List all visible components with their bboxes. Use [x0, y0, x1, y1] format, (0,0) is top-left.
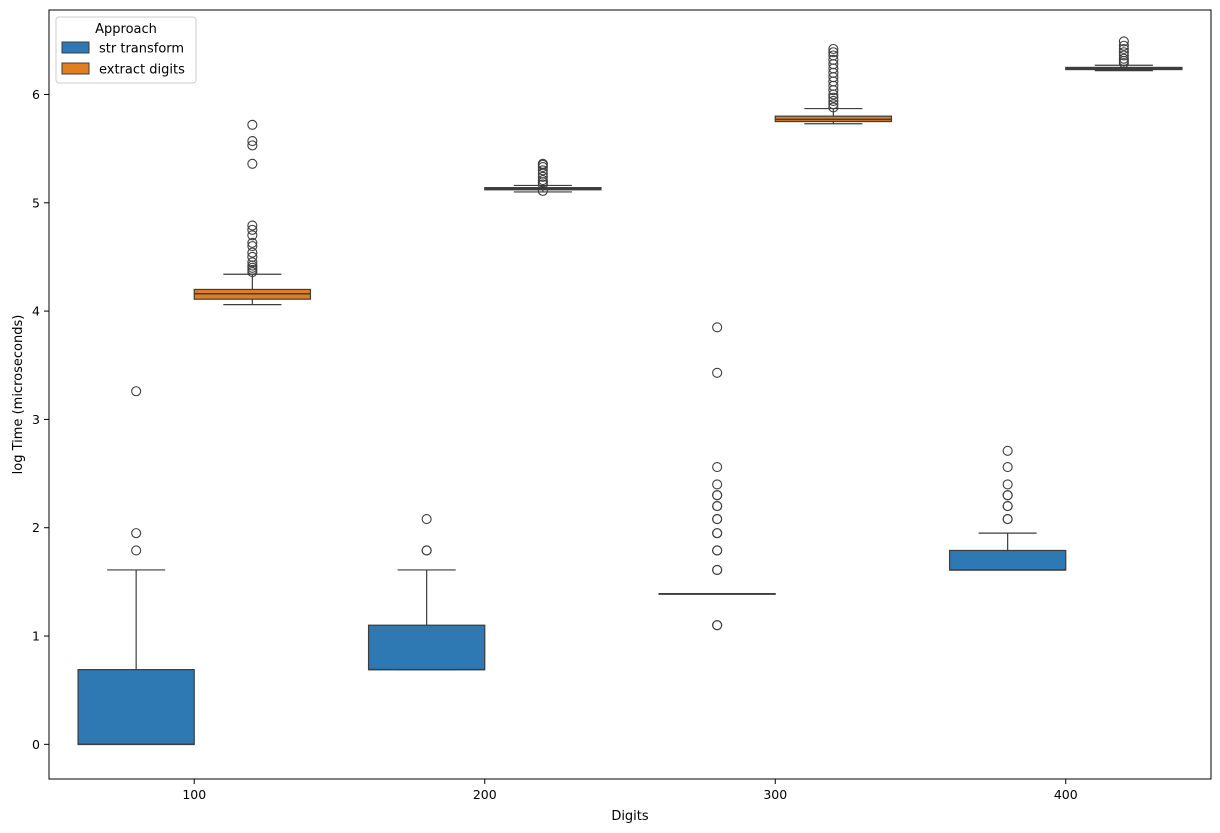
box-200 — [484, 158, 602, 196]
outlier-point — [712, 479, 723, 490]
outlier-point — [828, 92, 839, 103]
x-tick-label: 400 — [1054, 787, 1078, 802]
outlier-point — [1118, 43, 1129, 55]
outlier-point — [1118, 50, 1129, 61]
outlier-point — [247, 241, 258, 252]
x-tick-label: 200 — [473, 787, 497, 802]
series-str-transform — [77, 322, 1067, 746]
outlier-point — [247, 158, 258, 169]
outlier-point — [537, 165, 548, 176]
outlier-point — [712, 501, 723, 512]
box-100 — [77, 386, 195, 746]
outlier-point — [247, 136, 258, 147]
outlier-point — [712, 545, 723, 556]
outlier-point — [131, 386, 142, 397]
box-body — [367, 624, 486, 671]
outlier-point — [247, 247, 258, 258]
box-300 — [658, 322, 776, 631]
outlier-point — [537, 158, 548, 169]
outlier-point — [1002, 445, 1013, 456]
box-100 — [193, 119, 312, 306]
outlier-point — [712, 564, 723, 576]
outlier-point — [247, 257, 258, 268]
outlier-point — [1118, 47, 1129, 58]
outlier-point — [828, 99, 839, 110]
outlier-point — [712, 367, 723, 378]
outlier-point — [247, 119, 258, 130]
outlier-point — [828, 43, 839, 55]
box-200 — [367, 514, 486, 671]
x-tick-label: 100 — [182, 787, 206, 802]
outlier-point — [1002, 462, 1013, 473]
box-body — [948, 549, 1067, 571]
outlier-point — [1118, 40, 1129, 51]
outlier-point — [712, 462, 723, 473]
y-axis-title: log Time (microseconds) — [11, 315, 26, 475]
outlier-point — [247, 220, 258, 231]
legend-label: str transform — [99, 42, 184, 57]
plot-marks — [77, 36, 1183, 746]
x-axis: 100 200 300 400 — [182, 779, 1078, 802]
outlier-point — [712, 620, 723, 631]
box-body — [77, 669, 195, 745]
box-400 — [948, 445, 1067, 571]
plot-frame — [48, 9, 1212, 780]
y-tick-label: 5 — [32, 195, 40, 210]
outlier-point — [1002, 514, 1013, 525]
x-axis-title: Digits — [611, 809, 649, 824]
outlier-point — [828, 47, 839, 58]
y-tick-label: 6 — [32, 87, 40, 102]
outlier-point — [712, 490, 723, 501]
outlier-point — [1002, 490, 1013, 501]
outlier-point — [828, 102, 839, 113]
outlier-point — [247, 251, 258, 262]
outlier-point — [247, 140, 258, 151]
outlier-point — [1118, 53, 1129, 64]
legend-label: extract digits — [99, 63, 185, 78]
legend-frame — [55, 16, 197, 84]
outlier-point — [828, 54, 839, 65]
x-tick-label: 300 — [763, 787, 787, 802]
outlier-point — [712, 528, 723, 539]
outlier-point — [131, 528, 142, 539]
outlier-point — [131, 545, 142, 556]
y-tick-label: 2 — [32, 520, 40, 535]
outlier-point — [421, 514, 432, 525]
outlier-point — [712, 514, 723, 525]
y-tick-label: 1 — [32, 629, 40, 644]
series-extract-digits — [193, 36, 1183, 306]
outlier-point — [1002, 501, 1013, 512]
outlier-point — [1118, 36, 1129, 47]
y-axis: 0 1 2 3 4 5 6 — [32, 87, 49, 752]
y-tick-label: 3 — [32, 412, 40, 427]
box-300 — [774, 43, 893, 125]
outlier-point — [421, 545, 432, 556]
outlier-point — [247, 224, 258, 235]
y-tick-label: 0 — [32, 737, 40, 752]
outlier-point — [537, 171, 548, 182]
outlier-point — [537, 174, 548, 186]
box-400 — [1065, 36, 1183, 72]
outlier-point — [247, 230, 258, 241]
legend-swatch — [61, 62, 90, 75]
y-tick-label: 4 — [32, 304, 40, 319]
legend-items: str transform extract digits — [61, 41, 185, 78]
outlier-point — [712, 322, 723, 333]
legend: Approach str transform extract digits — [55, 16, 197, 84]
outlier-point — [247, 237, 258, 248]
outlier-point — [828, 50, 839, 61]
legend-title: Approach — [95, 22, 157, 37]
outlier-point — [828, 95, 839, 107]
outlier-point — [1002, 479, 1013, 490]
legend-swatch — [61, 41, 90, 54]
